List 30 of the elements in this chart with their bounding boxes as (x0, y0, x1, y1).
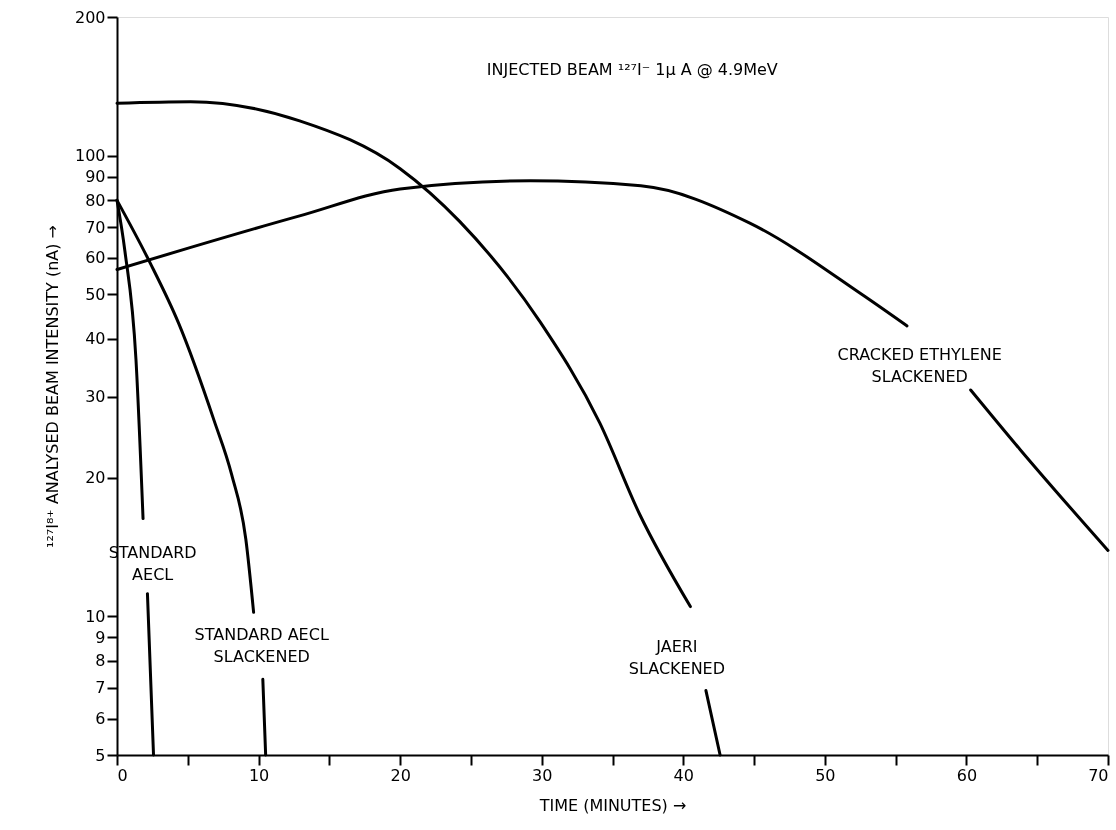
text: INJECTED BEAM ¹²⁷I⁻ 1µ A @ 4.9MeV (486, 60, 778, 80)
x-tick-label: 60 (956, 765, 978, 785)
x-tick-label: 30 (532, 765, 553, 785)
y-tick-label: 10 (85, 606, 106, 626)
y-tick-label: 100 (74, 146, 106, 166)
x-tick-label: 70 (1088, 765, 1109, 785)
y-tick-label: 40 (85, 329, 106, 349)
x-tick-label: 50 (815, 765, 836, 785)
y-tick-label: 30 (85, 387, 106, 407)
y-tick-label: 9 (95, 627, 106, 647)
y-tick-label: 6 (95, 709, 106, 729)
y-tick-label: 7 (95, 678, 106, 698)
y-tick-label: 5 (95, 745, 106, 765)
x-tick-label: 40 (673, 765, 694, 785)
y-tick-label: 80 (85, 190, 106, 210)
x-axis-title: TIME (MINUTES) → (538, 795, 687, 815)
y-axis-title: ¹²⁷I⁸⁺ ANALYSED BEAM INTENSITY (nA) → (42, 224, 62, 549)
x-tick-label: 0 (117, 765, 128, 785)
x-tick-label: 20 (390, 765, 411, 785)
y-tick-label: 60 (85, 248, 106, 268)
annotation: STANDARD AECL SLACKENED (194, 625, 329, 667)
y-tick-label: 20 (85, 468, 106, 488)
annotation: CRACKED ETHYLENE SLACKENED (837, 345, 1002, 386)
y-tick-label: 200 (74, 7, 106, 27)
y-tick-label: 8 (95, 651, 106, 671)
annotation: JAERI SLACKENED (628, 636, 726, 678)
x-tick-label: 10 (248, 765, 270, 785)
y-tick-label: 90 (85, 167, 106, 187)
y-tick-label: 50 (85, 284, 106, 304)
y-tick-label: 70 (85, 217, 106, 237)
